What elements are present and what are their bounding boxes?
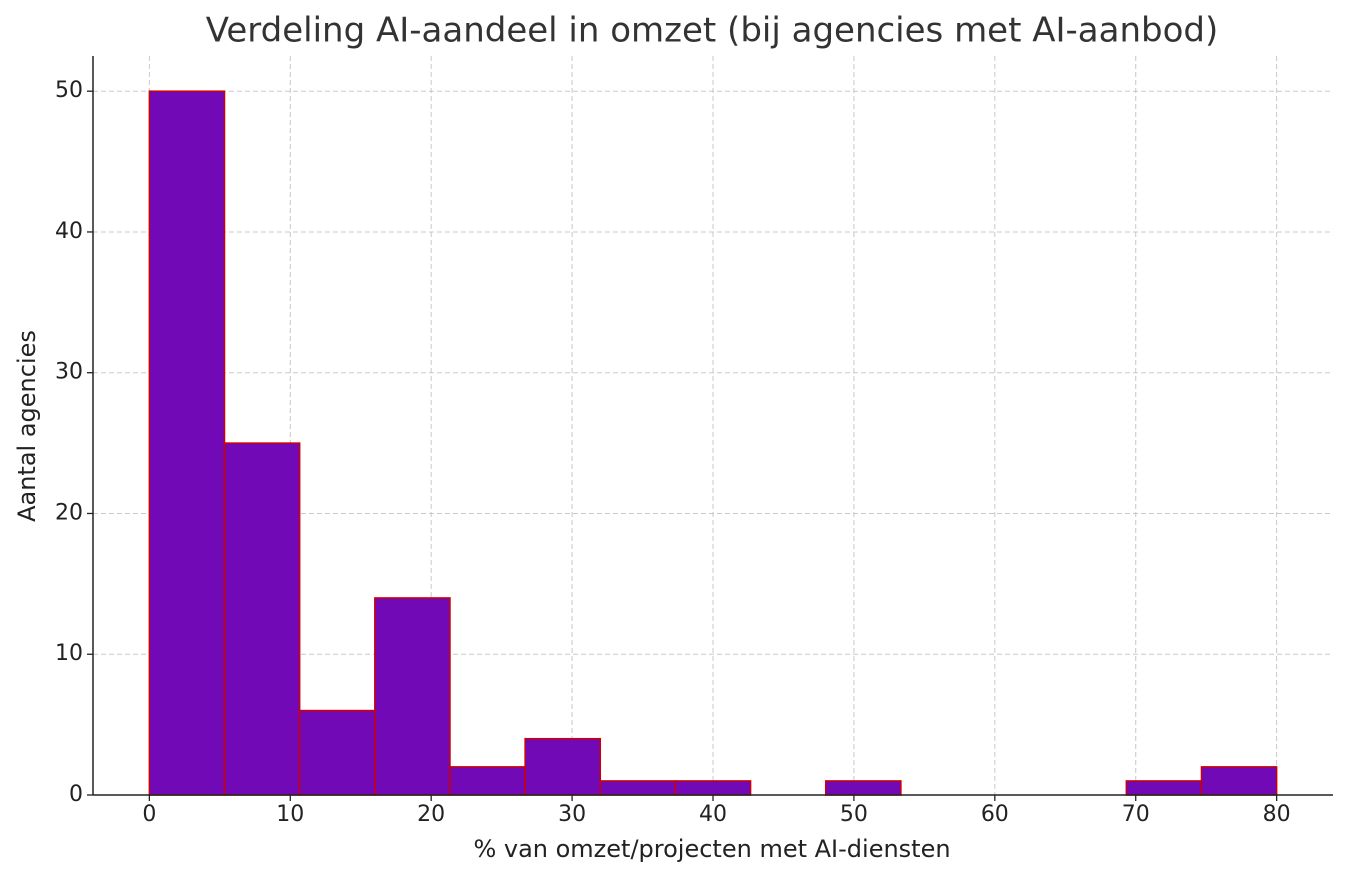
bar	[298, 709, 376, 796]
bar	[1200, 766, 1278, 796]
bar	[599, 780, 677, 796]
y-tick-label: 40	[55, 219, 83, 244]
x-tick-label: 60	[981, 802, 1009, 827]
y-tick-label: 0	[69, 782, 83, 807]
y-tick-label: 20	[55, 500, 83, 525]
x-tick-label: 70	[1122, 802, 1150, 827]
chart-title: Verdeling AI-aandeel in omzet (bij agenc…	[206, 11, 1219, 51]
bar	[1125, 780, 1203, 796]
bar	[449, 766, 526, 796]
bar	[824, 780, 902, 796]
bar	[524, 737, 602, 796]
axes: 0 10 20 30 40 50 0 10 20 30 40 50 60 70 80	[55, 56, 1333, 827]
y-tick-label: 50	[55, 78, 83, 103]
x-tick-label: 50	[840, 802, 868, 827]
y-tick-label: 10	[55, 641, 83, 666]
y-tick-label: 30	[55, 360, 83, 385]
x-axis-label: % van omzet/projecten met AI-diensten	[473, 835, 950, 863]
x-tick-label: 10	[276, 802, 304, 827]
y-axis-label: Aantal agencies	[13, 330, 41, 522]
bar	[148, 90, 226, 796]
bar	[223, 442, 301, 796]
x-tick-label: 80	[1263, 802, 1291, 827]
bar	[674, 780, 752, 796]
x-tick-label: 20	[417, 802, 445, 827]
x-tick-label: 30	[558, 802, 586, 827]
x-tick-label: 0	[142, 802, 156, 827]
x-tick-label: 40	[699, 802, 727, 827]
bar	[374, 597, 451, 796]
